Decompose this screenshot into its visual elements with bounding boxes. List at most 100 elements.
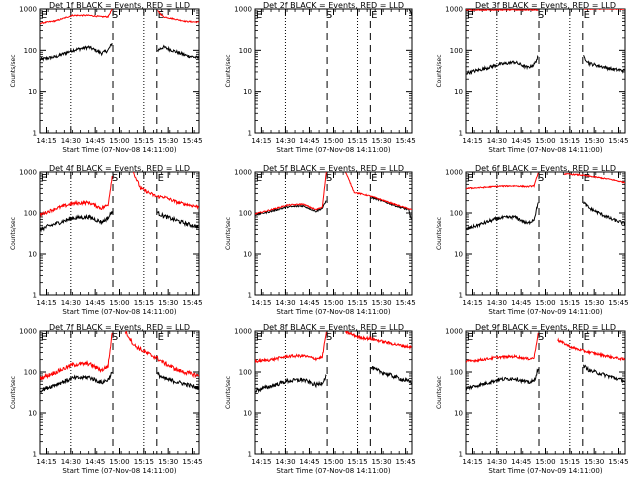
y-axis-label: Counts/sec — [225, 376, 232, 409]
eclipse-start-letter: E — [584, 173, 590, 184]
x-tick-label: 15:30 — [158, 299, 178, 307]
y-tick-label: 100 — [450, 369, 463, 377]
y-axis-label: Counts/sec — [436, 376, 443, 409]
x-axis-label: Start Time (07-Nov-08 14:11:00) — [276, 308, 390, 316]
eclipse-end-letter: E — [256, 173, 262, 184]
x-tick-label: 14:45 — [511, 137, 531, 145]
x-tick-label: 15:45 — [395, 458, 415, 466]
x-tick-label: 15:45 — [608, 137, 628, 145]
x-tick-label: 14:30 — [275, 137, 295, 145]
y-tick-label: 10 — [454, 251, 463, 259]
y-axis-label: Counts/sec — [10, 54, 17, 87]
y-tick-label: 10 — [243, 251, 252, 259]
plot-frame — [254, 330, 413, 455]
x-tick-label: 15:00 — [323, 137, 343, 145]
series-lld-line — [466, 9, 625, 12]
x-axis-label: Start Time (07-Nov-08 14:11:00) — [62, 308, 176, 316]
y-tick-label: 100 — [24, 369, 37, 377]
y-tick-label: 10 — [28, 410, 37, 418]
x-tick-label: 15:30 — [584, 137, 604, 145]
panel-1: Det 1f BLACK = Events, RED = LLD Counts/s… — [10, 1, 203, 154]
x-tick-label: 14:45 — [299, 137, 319, 145]
plot-frame — [39, 8, 200, 134]
eclipse-end-letter: E — [467, 173, 473, 184]
x-tick-label: 15:30 — [158, 458, 178, 466]
y-tick-label: 1000 — [19, 169, 37, 177]
y-tick-label: 100 — [450, 47, 463, 55]
panel-title: Det 1f BLACK = Events, RED = LLD — [49, 1, 190, 10]
x-tick-label: 15:45 — [182, 137, 202, 145]
saa-letter: S — [326, 173, 332, 184]
y-axis-label: Counts/sec — [436, 217, 443, 250]
y-tick-label: 10 — [28, 251, 37, 259]
series-lld-line — [466, 332, 625, 363]
series-events-line — [466, 201, 625, 231]
plot-frame — [254, 8, 413, 134]
x-tick-label: 15:00 — [109, 137, 129, 145]
x-tick-label: 14:30 — [487, 137, 507, 145]
y-axis-label: Counts/sec — [225, 217, 232, 250]
plot-frame — [254, 171, 413, 296]
x-axis-label: Start Time (07-Nov-08 14:11:00) — [62, 467, 176, 475]
x-tick-label: 15:15 — [134, 299, 154, 307]
x-tick-label: 14:30 — [61, 137, 81, 145]
eclipse-start-letter: E — [584, 10, 590, 21]
panel-title: Det 6f BLACK = Events, RED = LLD — [475, 164, 616, 173]
y-tick-label: 1000 — [19, 328, 37, 336]
y-tick-label: 1 — [33, 451, 37, 459]
x-tick-label: 15:45 — [182, 458, 202, 466]
x-tick-label: 14:45 — [511, 458, 531, 466]
series-lld-line — [40, 172, 199, 218]
x-tick-label: 14:15 — [462, 299, 482, 307]
panel-5: Det 5f BLACK = Events, RED = LLD Counts/s… — [225, 164, 416, 316]
x-tick-label: 14:15 — [251, 137, 271, 145]
saa-letter: S — [326, 10, 332, 21]
y-tick-label: 1000 — [234, 6, 252, 14]
panel-7: Det 7f BLACK = Events, RED = LLD Counts/s… — [10, 323, 203, 475]
x-tick-label: 15:15 — [560, 137, 580, 145]
y-tick-label: 1000 — [445, 6, 463, 14]
x-tick-label: 14:45 — [85, 458, 105, 466]
x-tick-label: 14:15 — [36, 137, 56, 145]
y-tick-label: 1 — [248, 130, 252, 138]
series-lld-line — [255, 172, 412, 215]
saa-letter: S — [112, 10, 118, 21]
x-tick-label: 15:30 — [584, 299, 604, 307]
series-events-line — [466, 364, 625, 392]
panel-6: Det 6f BLACK = Events, RED = LLD Counts/s… — [436, 164, 629, 316]
x-tick-label: 15:15 — [347, 137, 367, 145]
series-lld-line — [255, 331, 412, 364]
eclipse-end-letter: E — [41, 10, 47, 21]
x-axis-label: Start Time (07-Nov-08 14:11:00) — [62, 146, 176, 154]
eclipse-start-letter: E — [158, 332, 164, 343]
x-tick-label: 15:00 — [109, 458, 129, 466]
y-tick-label: 10 — [28, 88, 37, 96]
x-tick-label: 14:45 — [299, 299, 319, 307]
plot-frame — [465, 8, 626, 134]
x-tick-label: 15:30 — [584, 458, 604, 466]
x-tick-label: 14:15 — [36, 458, 56, 466]
y-axis-label: Counts/sec — [225, 54, 232, 87]
y-tick-label: 1000 — [234, 169, 252, 177]
x-tick-label: 14:30 — [61, 299, 81, 307]
y-tick-label: 100 — [24, 47, 37, 55]
x-tick-label: 15:15 — [134, 458, 154, 466]
panel-title: Det 4f BLACK = Events, RED = LLD — [49, 164, 190, 173]
panel-title: Det 2f BLACK = Events, RED = LLD — [263, 1, 404, 10]
x-axis-label: Start Time (07-Nov-08 14:11:00) — [488, 146, 602, 154]
plot-frame — [465, 330, 626, 455]
x-tick-label: 14:30 — [61, 458, 81, 466]
eclipse-start-letter: E — [371, 332, 377, 343]
eclipse-start-letter: E — [371, 10, 377, 21]
x-tick-label: 14:30 — [275, 458, 295, 466]
x-tick-label: 15:00 — [109, 299, 129, 307]
eclipse-end-letter: E — [41, 332, 47, 343]
x-tick-label: 15:00 — [535, 458, 555, 466]
x-tick-label: 15:30 — [371, 458, 391, 466]
series-events-line — [40, 211, 199, 233]
x-tick-label: 15:00 — [535, 299, 555, 307]
y-tick-label: 1 — [248, 292, 252, 300]
x-tick-label: 15:45 — [182, 299, 202, 307]
plot-frame — [39, 171, 200, 296]
y-tick-label: 1000 — [19, 6, 37, 14]
